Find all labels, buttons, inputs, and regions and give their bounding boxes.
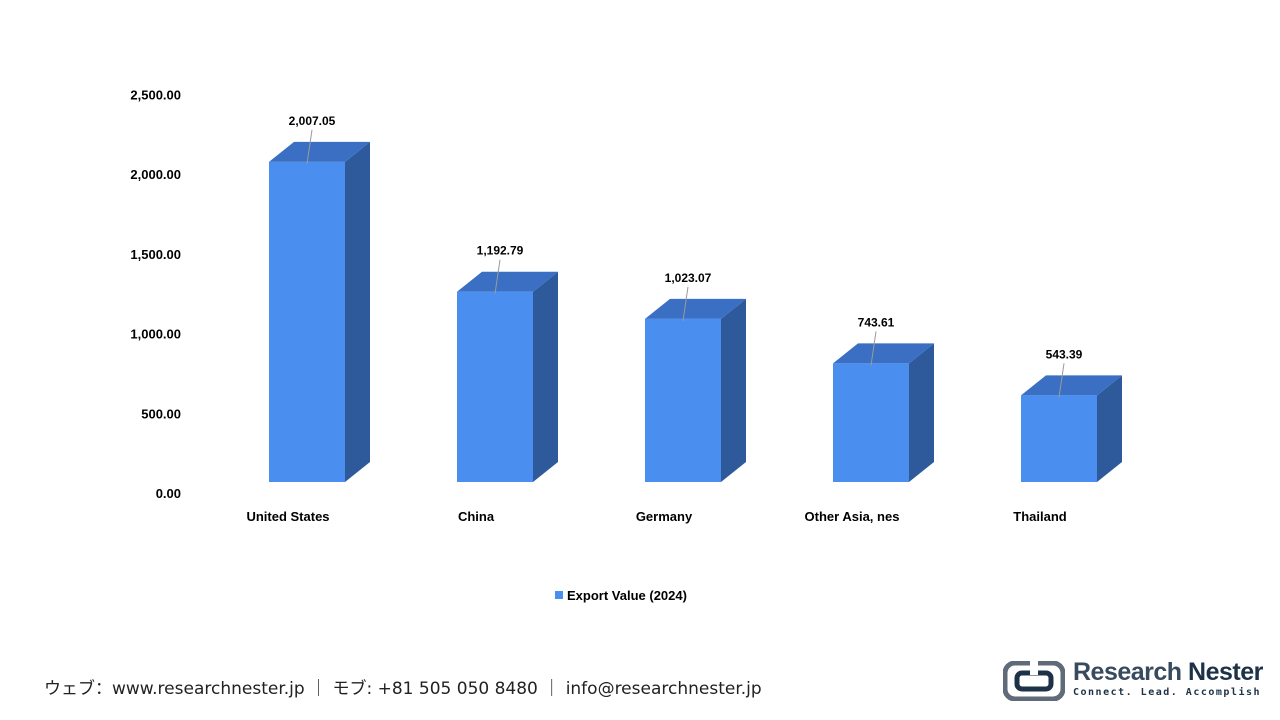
data-label: 2,007.05: [289, 114, 336, 128]
bar-side: [533, 271, 558, 482]
bar-front: [833, 363, 909, 482]
logo-name-research: Research: [1073, 658, 1182, 686]
legend: Export Value (2024): [555, 588, 687, 603]
legend-swatch: [555, 591, 563, 599]
bar: 743.61: [833, 315, 934, 482]
bar: 543.39: [1021, 347, 1122, 482]
data-label: 1,023.07: [665, 271, 712, 285]
bar-top: [457, 271, 558, 292]
y-tick-label: 1,000.00: [130, 327, 181, 342]
bar-side: [1097, 375, 1122, 482]
y-tick-label: 0.00: [156, 486, 181, 501]
bar-top: [269, 141, 370, 162]
footer-website: ウェブ：www.researchnester.jp: [44, 679, 305, 699]
bar-side: [721, 298, 746, 482]
bar-top: [645, 298, 746, 319]
data-label-leader: [870, 331, 877, 366]
contact-footer: ウェブ：www.researchnester.jp ｜ モブ: +81 505 …: [44, 674, 762, 699]
y-tick-label: 1,500.00: [130, 247, 181, 262]
bar: 1,023.07: [645, 271, 746, 482]
bar-front: [645, 318, 721, 482]
data-label-leader: [682, 286, 689, 321]
footer-separator: ｜: [310, 679, 328, 699]
bar-top: [1021, 375, 1122, 396]
x-tick-label: Other Asia, nes: [805, 509, 900, 524]
data-label: 743.61: [858, 315, 895, 329]
x-tick-label: Germany: [636, 509, 693, 524]
data-label-leader: [306, 129, 313, 164]
research-nester-logo: Research Nester Connect. Lead. Accomplis…: [1003, 658, 1263, 704]
bar-side: [909, 343, 934, 482]
x-tick-label: Thailand: [1013, 509, 1067, 524]
legend-label: Export Value (2024): [567, 588, 687, 603]
logo-mark-icon: [1003, 661, 1065, 701]
data-label: 543.39: [1046, 347, 1083, 361]
x-axis: United States China Germany Other Asia, nes…: [246, 509, 1066, 524]
bar-chart: 0.00 500.00 1,000.00 1,500.00 2,000.00 2,500.…: [130, 87, 1122, 603]
bar: 1,192.79: [457, 244, 558, 482]
data-label: 1,192.79: [477, 244, 524, 258]
x-tick-label: United States: [246, 509, 329, 524]
x-tick-label: China: [458, 509, 495, 524]
y-tick-label: 500.00: [141, 406, 181, 421]
bar-side: [345, 141, 370, 482]
logo-name-nester: Nester: [1188, 658, 1263, 686]
y-tick-label: 2,500.00: [130, 87, 181, 102]
footer-email: info@researchnester.jp: [565, 679, 762, 699]
bar-front: [457, 291, 533, 482]
bar-front: [269, 161, 345, 482]
bars: 2,007.05 1,192.79 1,023.07 743.61 543.39: [269, 114, 1122, 482]
bar-front: [1021, 395, 1097, 482]
logo-tagline: Connect. Lead. Accomplish: [1073, 687, 1262, 698]
bar: 2,007.05: [269, 114, 370, 482]
y-tick-label: 2,000.00: [130, 167, 181, 182]
footer-separator: ｜: [543, 679, 561, 699]
logo-name: Research Nester: [1073, 658, 1263, 687]
data-label-leader: [1058, 363, 1065, 398]
y-axis: 0.00 500.00 1,000.00 1,500.00 2,000.00 2,500.…: [130, 87, 181, 501]
data-label-leader: [494, 259, 501, 294]
footer-phone: モブ: +81 505 050 8480: [332, 679, 538, 699]
bar-top: [833, 343, 934, 364]
